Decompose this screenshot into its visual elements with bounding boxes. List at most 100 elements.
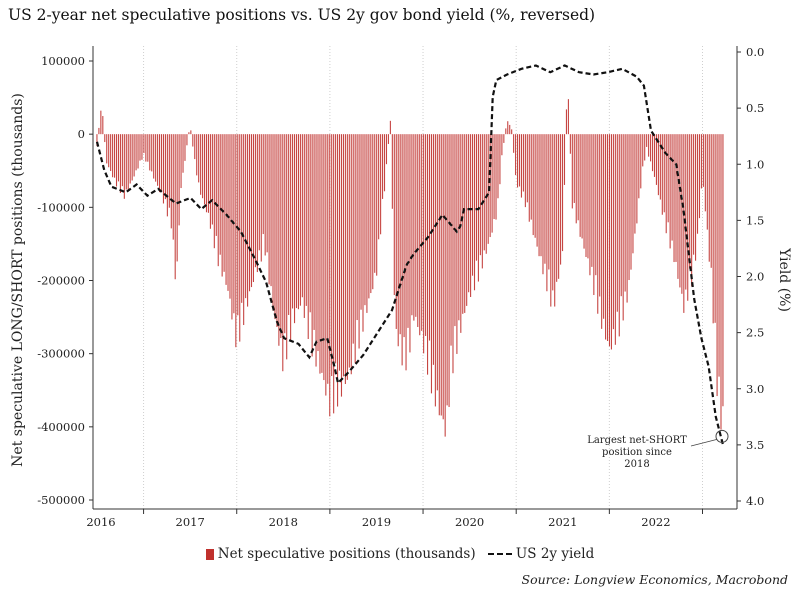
position-bar bbox=[393, 134, 395, 296]
position-bar bbox=[380, 134, 382, 235]
legend-item-bars: Net speculative positions (thousands) bbox=[205, 546, 476, 562]
position-bar bbox=[184, 134, 186, 161]
position-bar bbox=[542, 134, 544, 275]
position-bar bbox=[663, 134, 665, 213]
position-bar bbox=[297, 134, 299, 310]
position-bar bbox=[413, 134, 415, 321]
position-bar bbox=[117, 134, 120, 182]
position-bar bbox=[266, 134, 268, 253]
position-bar bbox=[178, 134, 180, 226]
position-bar bbox=[581, 134, 583, 239]
position-bar bbox=[143, 134, 145, 154]
position-bar bbox=[671, 134, 673, 241]
position-bar bbox=[245, 134, 247, 299]
position-bar bbox=[215, 134, 217, 236]
position-bar bbox=[440, 134, 442, 416]
position-bar bbox=[305, 134, 307, 306]
position-bar bbox=[374, 134, 376, 273]
position-bar bbox=[155, 134, 157, 182]
position-bar bbox=[370, 134, 372, 294]
position-bar bbox=[231, 134, 233, 320]
position-bar bbox=[362, 134, 364, 332]
right-tick-label: 0.5 bbox=[746, 101, 764, 115]
position-bar bbox=[325, 134, 327, 396]
position-bar bbox=[675, 134, 677, 262]
right-tick-label: 2.0 bbox=[746, 270, 764, 284]
position-bar bbox=[554, 134, 556, 307]
position-bar bbox=[162, 134, 165, 204]
position-bar bbox=[247, 134, 249, 307]
position-bar bbox=[687, 134, 689, 301]
position-bar bbox=[278, 134, 280, 346]
position-bar bbox=[315, 134, 317, 367]
position-bar bbox=[254, 134, 256, 268]
position-bar bbox=[280, 134, 282, 339]
position-bar bbox=[468, 134, 470, 293]
position-bar bbox=[170, 134, 172, 229]
position-bar bbox=[248, 134, 251, 292]
position-bar bbox=[473, 134, 476, 291]
position-bar bbox=[292, 134, 294, 309]
position-bar bbox=[634, 134, 636, 234]
position-bar bbox=[464, 134, 466, 313]
right-tick-label: 3.5 bbox=[746, 438, 764, 452]
position-bar bbox=[546, 134, 548, 292]
position-bar bbox=[696, 134, 699, 234]
position-bar bbox=[239, 134, 241, 342]
position-bar bbox=[485, 134, 487, 254]
position-bar bbox=[202, 134, 204, 199]
position-bar bbox=[695, 134, 697, 261]
position-bar bbox=[372, 134, 374, 290]
position-bar bbox=[360, 134, 362, 310]
position-bar bbox=[225, 134, 227, 285]
position-bar bbox=[153, 134, 155, 179]
position-bar bbox=[681, 134, 683, 294]
position-bar bbox=[258, 134, 260, 251]
position-bar bbox=[211, 134, 213, 225]
position-bar bbox=[151, 134, 153, 172]
position-bar bbox=[425, 134, 427, 336]
dashed-line-icon bbox=[487, 553, 512, 555]
position-bar bbox=[427, 134, 429, 375]
position-bar bbox=[293, 134, 296, 324]
position-bar bbox=[106, 134, 108, 164]
position-bar bbox=[444, 134, 446, 437]
position-bar bbox=[583, 134, 585, 249]
position-bar bbox=[262, 134, 264, 235]
position-bar bbox=[299, 134, 301, 306]
position-bar bbox=[509, 124, 511, 135]
position-bar bbox=[274, 134, 276, 320]
position-bar bbox=[192, 134, 194, 147]
position-bar bbox=[683, 134, 685, 313]
position-bar bbox=[100, 110, 102, 135]
position-bar bbox=[335, 134, 337, 364]
position-bar bbox=[538, 134, 540, 257]
line-layer bbox=[95, 64, 725, 446]
position-bar bbox=[657, 134, 659, 196]
position-bar bbox=[127, 134, 129, 191]
position-bar bbox=[342, 134, 344, 377]
position-bar bbox=[378, 134, 380, 240]
position-bar bbox=[579, 134, 581, 237]
position-bar bbox=[368, 134, 370, 299]
position-bar bbox=[176, 134, 178, 262]
annotation-text: position since bbox=[602, 447, 672, 458]
position-bar bbox=[340, 134, 343, 397]
position-bar bbox=[651, 134, 654, 172]
bars-layer bbox=[96, 99, 724, 437]
right-tick-label: 3.0 bbox=[746, 382, 764, 396]
position-bar bbox=[131, 134, 133, 181]
position-bar bbox=[319, 134, 321, 374]
position-bar bbox=[241, 134, 243, 303]
position-bar bbox=[250, 134, 253, 288]
position-bar bbox=[438, 134, 440, 416]
left-tick-label: -500000 bbox=[37, 493, 85, 507]
position-bar bbox=[483, 134, 485, 251]
position-bar bbox=[397, 134, 399, 347]
position-bar bbox=[536, 134, 538, 247]
position-bar bbox=[587, 134, 589, 259]
position-bar bbox=[311, 134, 313, 357]
position-bar bbox=[135, 134, 137, 171]
position-bar bbox=[147, 134, 149, 162]
